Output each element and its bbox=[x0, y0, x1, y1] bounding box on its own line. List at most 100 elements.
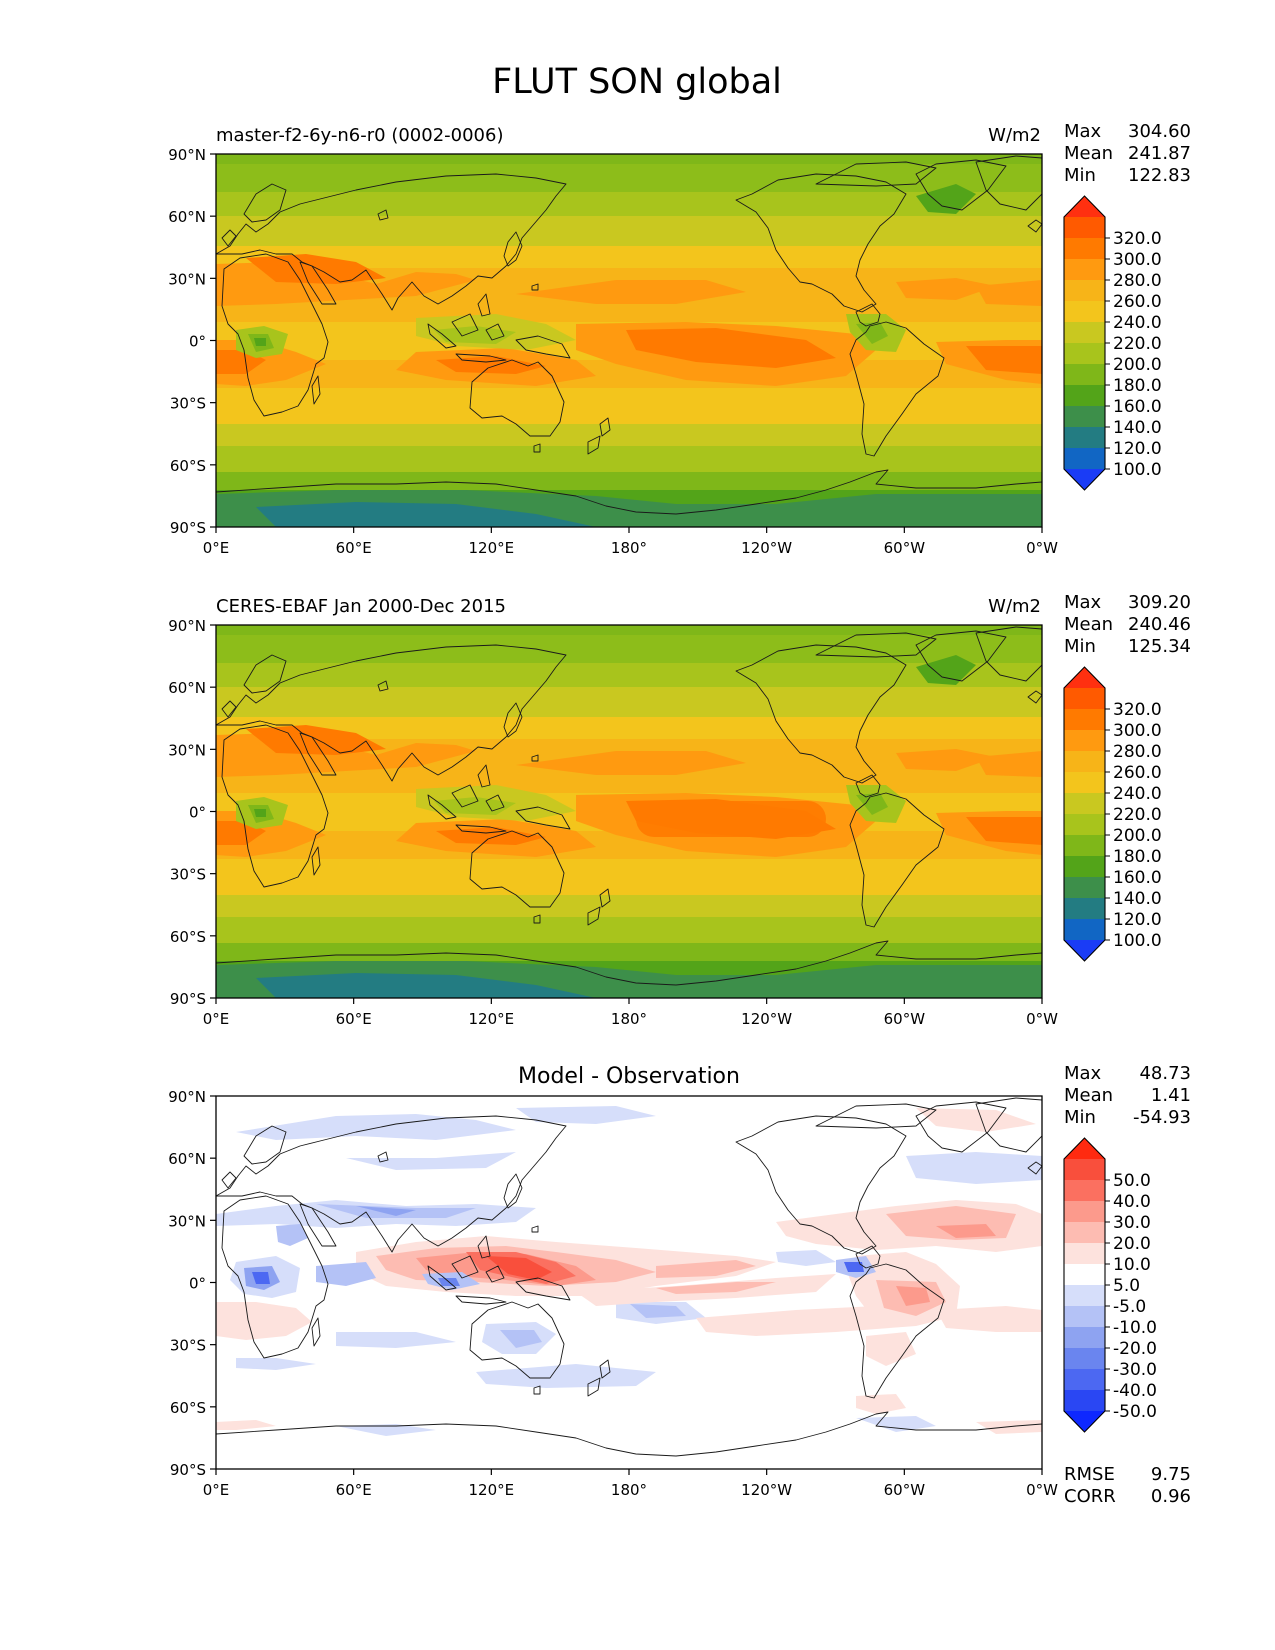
colorbar-tick-label: 180.0 bbox=[1113, 376, 1162, 396]
colorbar-segment bbox=[1064, 919, 1105, 941]
y-tick-label: 90°S bbox=[170, 519, 206, 537]
stat-label-corr: CORR bbox=[1064, 1486, 1116, 1507]
colorbar: 320.0300.0280.0260.0240.0220.0200.0180.0… bbox=[1063, 666, 1162, 962]
panel-observation: CERES-EBAF Jan 2000-Dec 2015 W/m2 bbox=[215, 596, 1043, 999]
colorbar-segment bbox=[1064, 1390, 1105, 1412]
colorbar-segment bbox=[1064, 1348, 1105, 1370]
colorbar: 320.0300.0280.0260.0240.0220.0200.0180.0… bbox=[1063, 195, 1162, 491]
colorbar-segment bbox=[1064, 1306, 1105, 1328]
stat-value-max: 309.20 bbox=[1128, 592, 1191, 613]
stat-value-corr: 0.96 bbox=[1151, 1486, 1191, 1507]
panel-observation-annotations: 90°N 60°N 30°N 0° 30°S 60°S 90°S 0°E 60°E 120°E 18… bbox=[168, 592, 1191, 1028]
colorbar-tick-label: 320.0 bbox=[1113, 700, 1162, 720]
colorbar-segment bbox=[1064, 280, 1105, 302]
colorbar-tick-label: -30.0 bbox=[1113, 1360, 1157, 1380]
colorbar-tick-label: 100.0 bbox=[1113, 931, 1162, 951]
stat-label-rmse: RMSE bbox=[1064, 1464, 1115, 1485]
colorbar-tick-label: -10.0 bbox=[1113, 1318, 1157, 1338]
stat-value-min: 125.34 bbox=[1128, 636, 1191, 657]
colorbar-segment bbox=[1064, 814, 1105, 836]
colorbar-tick-label: 220.0 bbox=[1113, 805, 1162, 825]
panel-units: W/m2 bbox=[988, 125, 1041, 146]
stat-value-max: 304.60 bbox=[1128, 121, 1191, 142]
colorbar-segment bbox=[1064, 406, 1105, 428]
panel-model: master-f2-6y-n6-r0 (0002-0006) W/m2 bbox=[215, 125, 1043, 528]
colorbar-tick-label: 40.0 bbox=[1113, 1192, 1151, 1212]
colorbar-segment bbox=[1064, 1201, 1105, 1223]
colorbar-extend-min bbox=[1064, 1411, 1105, 1432]
colorbar-segment bbox=[1064, 1222, 1105, 1244]
x-tick-label: 120°W bbox=[741, 539, 792, 557]
colorbar-segment bbox=[1064, 1327, 1105, 1349]
y-tick-label: 90°S bbox=[170, 1461, 206, 1479]
x-tick-label: 60°W bbox=[884, 539, 926, 557]
stat-label-mean: Mean bbox=[1064, 614, 1113, 635]
x-tick-label: 180° bbox=[611, 1010, 647, 1028]
colorbar-tick-label: 280.0 bbox=[1113, 742, 1162, 762]
colorbar-tick-label: 5.0 bbox=[1113, 1276, 1140, 1296]
colorbar-tick-label: 320.0 bbox=[1113, 229, 1162, 249]
stat-label-max: Max bbox=[1064, 592, 1102, 613]
stat-label-max: Max bbox=[1064, 121, 1102, 142]
colorbar-tick-label: 280.0 bbox=[1113, 271, 1162, 291]
x-tick-label: 60°E bbox=[336, 1010, 372, 1028]
x-tick-label: 120°E bbox=[469, 1481, 515, 1499]
colorbar-tick-label: 120.0 bbox=[1113, 439, 1162, 459]
y-tick-label: 90°N bbox=[168, 146, 206, 164]
colorbar-tick-label: 120.0 bbox=[1113, 910, 1162, 930]
colorbar-tick-label: 140.0 bbox=[1113, 889, 1162, 909]
colorbar-tick-label: 200.0 bbox=[1113, 826, 1162, 846]
stat-label-min: Min bbox=[1064, 165, 1096, 186]
panel-center-title: Model - Observation bbox=[518, 1064, 740, 1089]
colorbar-tick-label: -50.0 bbox=[1113, 1402, 1157, 1422]
colorbar-segment bbox=[1064, 217, 1105, 239]
colorbar-segment bbox=[1064, 751, 1105, 773]
x-tick-label: 120°E bbox=[469, 539, 515, 557]
y-tick-label: 30°N bbox=[168, 1212, 206, 1230]
y-tick-label: 60°S bbox=[170, 457, 206, 475]
colorbar-segment bbox=[1064, 343, 1105, 365]
x-tick-label: 180° bbox=[611, 539, 647, 557]
colorbar-segment bbox=[1064, 448, 1105, 470]
colorbar-segment bbox=[1064, 793, 1105, 815]
colorbar-segment bbox=[1064, 730, 1105, 752]
colorbar-tick-label: 200.0 bbox=[1113, 355, 1162, 375]
colorbar-extend-max bbox=[1064, 1138, 1105, 1159]
colorbar-segment bbox=[1064, 1243, 1105, 1265]
colorbar-segment bbox=[1064, 427, 1105, 449]
colorbar-tick-label: 180.0 bbox=[1113, 847, 1162, 867]
stat-value-min: -54.93 bbox=[1133, 1107, 1191, 1128]
colorbar-segment bbox=[1064, 259, 1105, 281]
panel-left-title: master-f2-6y-n6-r0 (0002-0006) bbox=[216, 125, 503, 146]
y-tick-label: 90°N bbox=[168, 1088, 206, 1106]
stat-label-min: Min bbox=[1064, 1107, 1096, 1128]
stat-label-min: Min bbox=[1064, 636, 1096, 657]
colorbar-segment bbox=[1064, 688, 1105, 710]
panel-units: W/m2 bbox=[988, 596, 1041, 617]
colorbar: 50.040.030.020.010.05.0-5.0-10.0-20.0-30… bbox=[1063, 1137, 1157, 1433]
colorbar-extend-min bbox=[1064, 940, 1105, 961]
stat-value-min: 122.83 bbox=[1128, 165, 1191, 186]
colorbar-tick-label: 300.0 bbox=[1113, 250, 1162, 270]
y-tick-label: 30°N bbox=[168, 741, 206, 759]
x-tick-label: 0°W bbox=[1026, 539, 1058, 557]
figure-title: FLUT SON global bbox=[492, 62, 782, 102]
y-tick-label: 60°N bbox=[168, 1150, 206, 1168]
colorbar-tick-label: -5.0 bbox=[1113, 1297, 1146, 1317]
colorbar-tick-label: 10.0 bbox=[1113, 1255, 1151, 1275]
y-tick-label: 90°N bbox=[168, 617, 206, 635]
colorbar-tick-label: 300.0 bbox=[1113, 721, 1162, 741]
stat-value-rmse: 9.75 bbox=[1151, 1464, 1191, 1485]
colorbar-segment bbox=[1064, 301, 1105, 323]
colorbar-segment bbox=[1064, 322, 1105, 344]
stat-label-mean: Mean bbox=[1064, 143, 1113, 164]
x-tick-label: 60°E bbox=[336, 1481, 372, 1499]
colorbar-tick-label: 160.0 bbox=[1113, 397, 1162, 417]
stat-value-mean: 240.46 bbox=[1128, 614, 1191, 635]
colorbar-tick-label: 260.0 bbox=[1113, 292, 1162, 312]
x-tick-label: 0°W bbox=[1026, 1481, 1058, 1499]
colorbar-tick-label: -40.0 bbox=[1113, 1381, 1157, 1401]
panel-difference: Model - Observation bbox=[215, 1064, 1043, 1470]
map-area bbox=[215, 624, 1043, 999]
x-tick-label: 120°W bbox=[741, 1481, 792, 1499]
